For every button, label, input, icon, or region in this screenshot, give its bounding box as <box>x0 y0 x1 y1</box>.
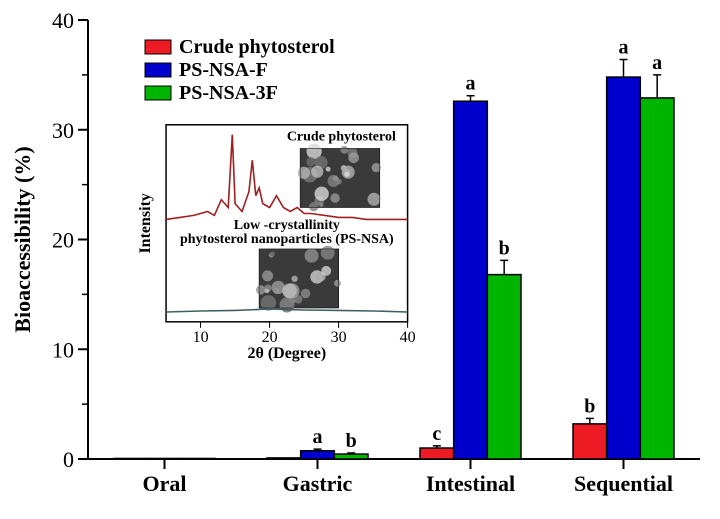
bar-sequential-ps-nsa-3f <box>640 98 674 459</box>
legend-label: PS-NSA-3F <box>179 82 278 104</box>
bar-intestinal-ps-nsa-f <box>454 101 488 459</box>
x-category-label: Sequential <box>574 471 673 496</box>
inset-y-label: Intensity <box>137 193 154 253</box>
significance-letter: b <box>499 237 510 259</box>
sem-micrograph <box>298 144 381 212</box>
bar-oral-crude-phytosterol <box>114 458 148 459</box>
inset-annotation: Low -crystallinity <box>234 218 340 233</box>
inset-x-tick: 30 <box>331 329 347 346</box>
x-category-label: Intestinal <box>426 471 515 496</box>
legend-swatch <box>145 86 171 100</box>
significance-letter: a <box>652 52 662 74</box>
x-category-label: Gastric <box>283 471 353 496</box>
significance-letter: c <box>432 423 441 445</box>
inset-annotation: phytosterol nanoparticles (PS-NSA) <box>180 232 394 247</box>
sem-micrograph <box>256 246 341 313</box>
significance-letter: b <box>584 395 595 417</box>
bar-gastric-ps-nsa-f <box>301 451 335 459</box>
inset-x-label: 2θ (Degree) <box>247 345 326 362</box>
y-tick-label: 0 <box>63 447 74 472</box>
y-tick-label: 20 <box>52 228 74 253</box>
bar-oral-ps-nsa-3f <box>181 458 215 459</box>
legend-swatch <box>145 40 171 54</box>
inset-x-tick: 40 <box>400 329 416 346</box>
bar-intestinal-ps-nsa-3f <box>487 275 521 459</box>
bar-sequential-ps-nsa-f <box>607 77 641 459</box>
bioaccessibility-chart: 0 10 20 30 40 Bioaccessibility (%) Oral Gastric… <box>0 0 720 519</box>
legend-swatch <box>145 63 171 77</box>
bar-sequential-crude-phytosterol <box>573 424 607 459</box>
inset-x-tick: 20 <box>262 329 278 346</box>
bar-intestinal-crude-phytosterol <box>420 448 454 459</box>
bar-gastric-ps-nsa-3f <box>334 454 368 459</box>
inset-annotation: Crude phytosterol <box>287 130 396 145</box>
significance-letter: a <box>313 426 323 448</box>
y-tick-label: 40 <box>52 8 74 33</box>
significance-letter: a <box>466 73 476 95</box>
inset-x-tick: 10 <box>193 329 209 346</box>
legend-label: Crude phytosterol <box>179 36 335 58</box>
significance-letter: b <box>346 430 357 452</box>
y-axis-label: Bioaccessibility (%) <box>10 146 35 332</box>
legend-label: PS-NSA-F <box>179 59 268 81</box>
y-tick-label: 30 <box>52 118 74 143</box>
significance-letter: a <box>619 37 629 59</box>
bar-oral-ps-nsa-f <box>148 458 182 459</box>
y-tick-label: 10 <box>52 337 74 362</box>
bar-gastric-crude-phytosterol <box>267 458 301 459</box>
x-category-label: Oral <box>143 471 187 496</box>
